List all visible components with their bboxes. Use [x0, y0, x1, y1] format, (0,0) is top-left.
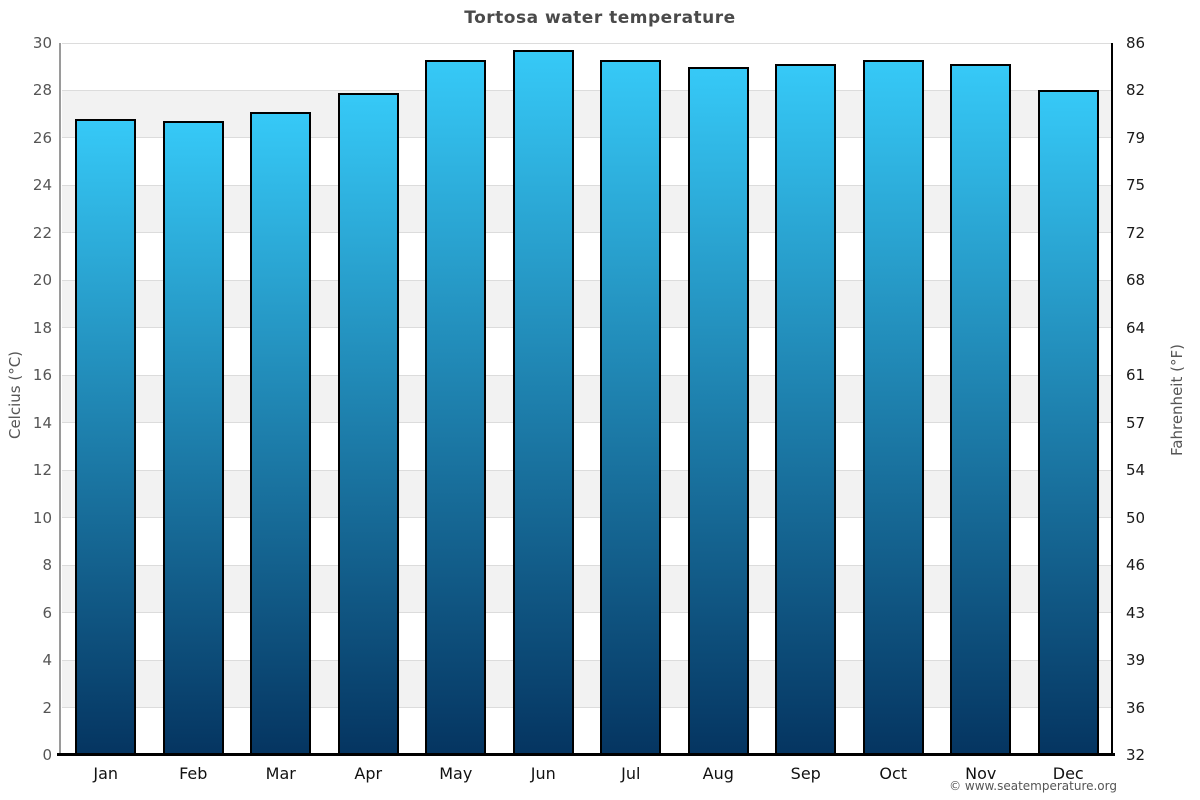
x-tick-label-aug: Aug [702, 764, 734, 783]
y-tick-label-celsius: 26 [32, 128, 52, 147]
y-tick-label-fahrenheit: 39 [1126, 651, 1146, 670]
bar-apr [337, 92, 399, 755]
x-tick-label-may: May [439, 764, 473, 783]
y-tick-label-celsius: 20 [32, 271, 52, 290]
gridline [62, 659, 1112, 661]
y-tick-label-fahrenheit: 54 [1126, 461, 1146, 480]
x-tick-label-jan: Jan [93, 764, 119, 783]
gridline [62, 137, 1112, 139]
y-tick-label-fahrenheit: 86 [1126, 34, 1146, 52]
gridline [62, 422, 1112, 424]
y-tick-label-fahrenheit: 46 [1126, 556, 1146, 575]
x-tick-label-jun: Jun [530, 764, 556, 783]
y-tick-label-celsius: 6 [42, 603, 52, 622]
x-tick-label-apr: Apr [354, 764, 383, 783]
x-tick-label-mar: Mar [265, 764, 296, 783]
y-tick-label-fahrenheit: 64 [1126, 318, 1146, 337]
gridline [62, 707, 1112, 709]
bar-aug [687, 66, 749, 755]
y-tick-label-celsius: 2 [42, 698, 52, 717]
bar-oct [862, 59, 924, 755]
y-tick-label-fahrenheit: 32 [1126, 746, 1146, 764]
gridline [62, 469, 1112, 471]
y-tick-label-fahrenheit: 79 [1126, 128, 1146, 147]
y-tick-label-celsius: 12 [32, 461, 52, 480]
grid-band [62, 660, 1112, 708]
grid-band [62, 375, 1112, 423]
gridline [62, 89, 1112, 91]
x-tick-label-nov: Nov [965, 764, 997, 783]
gridline [62, 184, 1112, 186]
bar-nov [950, 64, 1012, 755]
grid-band [62, 470, 1112, 518]
y-tick-label-celsius: 0 [42, 746, 52, 764]
y-tick-label-fahrenheit: 68 [1126, 271, 1146, 290]
bar-sep [775, 64, 837, 755]
bar-dec [1037, 90, 1099, 755]
bar-jul [600, 59, 662, 755]
x-axis-line [57, 753, 1115, 756]
chart-title: Tortosa water temperature [464, 8, 736, 28]
y-tick-label-fahrenheit: 61 [1126, 366, 1146, 385]
y-tick-label-celsius: 16 [32, 366, 52, 385]
y-tick-label-celsius: 8 [42, 556, 52, 575]
y-tick-label-celsius: 14 [32, 413, 52, 432]
gridline [62, 232, 1112, 234]
gridline [62, 612, 1112, 614]
y-tick-label-celsius: 22 [32, 223, 52, 242]
gridline [62, 279, 1112, 281]
y-tick-label-fahrenheit: 57 [1126, 413, 1146, 432]
y-axis-line-left [59, 43, 61, 755]
y-tick-label-fahrenheit: 82 [1126, 81, 1146, 100]
y-tick-label-celsius: 30 [32, 34, 52, 52]
y-tick-label-fahrenheit: 50 [1126, 508, 1146, 527]
x-tick-label-oct: Oct [879, 764, 908, 783]
y-tick-label-fahrenheit: 72 [1126, 223, 1146, 242]
gridline [62, 42, 1112, 44]
y-tick-label-fahrenheit: 43 [1126, 603, 1146, 622]
gridline [62, 517, 1112, 519]
x-tick-label-jul: Jul [621, 764, 641, 783]
y-tick-label-fahrenheit: 75 [1126, 176, 1146, 195]
x-tick-label-dec: Dec [1052, 764, 1084, 783]
grid-band [62, 90, 1112, 138]
gridline [62, 327, 1112, 329]
x-tick-label-feb: Feb [179, 764, 208, 783]
copyright: © www.seatemperature.org [949, 779, 1117, 793]
plot-area [62, 42, 1112, 755]
y-axis-label-fahrenheit: Fahrenheit (°F) [1168, 344, 1186, 456]
bar-jun [512, 50, 574, 755]
gridline [62, 374, 1112, 376]
y-tick-label-celsius: 28 [32, 81, 52, 100]
bar-may [425, 59, 487, 755]
bar-feb [162, 121, 224, 755]
y-tick-label-celsius: 10 [32, 508, 52, 527]
y-tick-label-fahrenheit: 36 [1126, 698, 1146, 717]
bar-mar [250, 111, 312, 755]
grid-band [62, 565, 1112, 613]
grid-band [62, 280, 1112, 328]
gridline [62, 564, 1112, 566]
x-tick-label-sep: Sep [790, 764, 821, 783]
y-tick-label-celsius: 18 [32, 318, 52, 337]
y-tick-label-celsius: 4 [42, 651, 52, 670]
grid-band [62, 185, 1112, 233]
bar-jan [75, 118, 137, 755]
y-axis-line-right [1111, 43, 1113, 755]
y-tick-label-celsius: 24 [32, 176, 52, 195]
